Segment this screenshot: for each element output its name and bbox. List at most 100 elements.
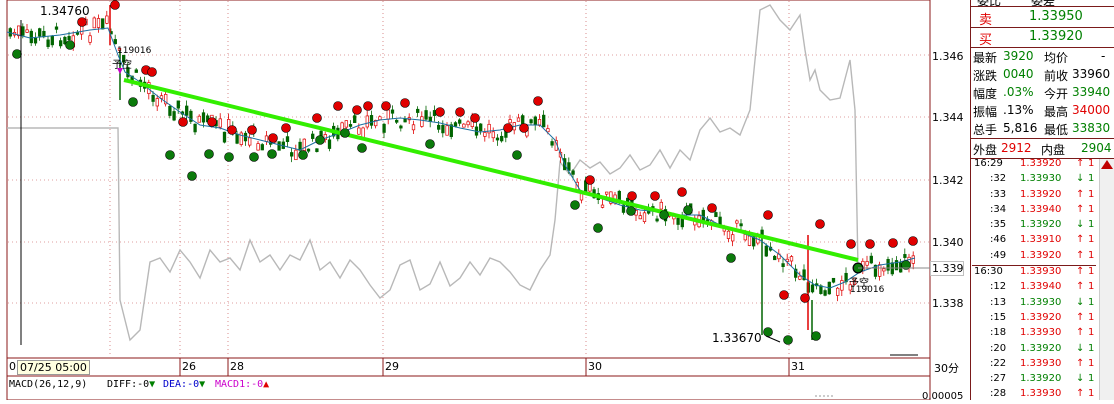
arrow-up-icon: ↑ bbox=[1076, 203, 1085, 215]
macd-dea: DEA:-0▼ bbox=[163, 379, 206, 390]
signal-dots bbox=[12, 0, 918, 345]
outer-inner-row: 外盘 2912 内盘 2904 bbox=[971, 138, 1114, 159]
price-tick: 1.338 bbox=[932, 297, 964, 310]
date-label: 31 bbox=[791, 360, 805, 373]
red-signal-dot bbox=[312, 113, 322, 123]
green-signal-dot bbox=[340, 128, 350, 138]
period-label[interactable]: 30分 bbox=[934, 362, 959, 375]
marker-bottom-value: 119016 bbox=[850, 285, 885, 295]
quote-row: 振幅 .13% 最高 34000 bbox=[973, 103, 1111, 119]
tick-row: :32 1.33930 ↓ 1 bbox=[990, 173, 1095, 185]
main-panel-frame bbox=[6, 0, 931, 359]
arrow-down-icon: ↓ bbox=[1076, 173, 1085, 185]
buy-label: 买 bbox=[979, 33, 993, 48]
tick-row: :46 1.33910 ↑ 1 bbox=[990, 234, 1095, 246]
date-label: 28 bbox=[230, 360, 244, 373]
tick-row: :15 1.33920 ↑ 1 bbox=[990, 311, 1095, 323]
green-signal-dot bbox=[315, 135, 325, 145]
green-signal-dot bbox=[570, 200, 580, 210]
red-signal-dot bbox=[77, 17, 87, 27]
marker-bottom-text: 予空 bbox=[849, 278, 869, 289]
sell-row[interactable]: 卖 1.33950 bbox=[971, 7, 1114, 28]
arrow-up-icon: ↑ bbox=[1076, 327, 1085, 339]
green-signal-dot bbox=[224, 152, 234, 162]
tick-row: :34 1.33940 ↑ 1 bbox=[990, 203, 1095, 215]
green-signal-dot bbox=[249, 152, 259, 162]
red-signal-dot bbox=[207, 117, 217, 127]
tick-row: :35 1.33920 ↓ 1 bbox=[990, 219, 1095, 231]
tick-row: :12 1.33940 ↑ 1 bbox=[990, 281, 1095, 293]
macd-diff: DIFF:-0▼ bbox=[107, 379, 156, 390]
date-label: 30 bbox=[588, 360, 602, 373]
arrow-down-icon: ↓ bbox=[1076, 219, 1085, 231]
grid bbox=[8, 1, 929, 357]
arrow-up-icon: ↑ bbox=[1076, 158, 1085, 169]
green-signal-dot bbox=[204, 149, 214, 159]
green-signal-dot bbox=[512, 150, 522, 160]
red-signal-dot bbox=[333, 101, 343, 111]
tick-row: :33 1.33920 ↑ 1 bbox=[990, 188, 1095, 200]
arrow-down-icon: ↓ bbox=[1076, 296, 1085, 308]
arrow-up-icon: ↑ bbox=[1076, 388, 1085, 400]
green-signal-dot bbox=[298, 150, 308, 160]
tick-row: :49 1.33920 ↑ 1 bbox=[990, 249, 1095, 261]
red-signal-dot bbox=[147, 67, 157, 77]
tick-row: :13 1.33930 ↓ 1 bbox=[990, 296, 1095, 308]
red-signal-dot bbox=[707, 203, 717, 213]
low-label: 1.33670 bbox=[712, 331, 762, 345]
red-signal-dot bbox=[268, 133, 278, 143]
tick-row: :20 1.33920 ↓ 1 bbox=[990, 342, 1095, 354]
red-signal-dot bbox=[627, 191, 637, 201]
ma-line bbox=[6, 27, 916, 289]
macd-scale: 0.00005 bbox=[922, 391, 964, 402]
red-signal-dot bbox=[470, 113, 480, 123]
red-signal-dot bbox=[352, 105, 362, 115]
red-signal-dot bbox=[281, 123, 291, 133]
tick-row: :22 1.33930 ↑ 1 bbox=[990, 357, 1095, 369]
arrow-down-icon: ↓ bbox=[1076, 342, 1085, 354]
red-signal-dot bbox=[888, 238, 898, 248]
price-tick: 1.346 bbox=[932, 50, 964, 63]
signal-marker-circle-icon bbox=[852, 262, 864, 274]
arrow-up-icon: ↑ bbox=[1076, 357, 1085, 369]
tick-row: 16:30 1.33930 ↑ 1 bbox=[972, 265, 1096, 281]
buy-row[interactable]: 买 1.33920 bbox=[971, 27, 1114, 48]
green-signal-dot bbox=[763, 327, 773, 337]
red-signal-dot bbox=[227, 125, 237, 135]
marker-top-value: 119016 bbox=[117, 46, 152, 56]
red-signal-dot bbox=[400, 98, 410, 108]
red-signal-dot bbox=[110, 0, 120, 10]
red-signal-dot bbox=[763, 210, 773, 220]
red-signal-dot bbox=[779, 290, 789, 300]
tick-row: 16:29 1.33920 ↑ 1 bbox=[974, 158, 1095, 169]
red-signal-dot bbox=[381, 101, 391, 111]
green-signal-dot bbox=[901, 260, 911, 270]
green-signal-dot bbox=[12, 49, 22, 59]
green-signal-dot bbox=[65, 40, 75, 50]
red-signal-dot bbox=[800, 293, 810, 303]
tick-scrollbar[interactable] bbox=[1099, 159, 1114, 400]
high-label: 1.34760 bbox=[40, 4, 90, 18]
green-signal-dot bbox=[626, 206, 636, 216]
price-tick: 1.342 bbox=[932, 174, 964, 187]
red-signal-dot bbox=[503, 123, 513, 133]
quote-row: 幅度 .03% 今开 33940 bbox=[973, 85, 1111, 101]
green-signal-dot bbox=[811, 331, 821, 341]
marker-top-text: 予空 bbox=[112, 60, 132, 71]
trend-line bbox=[123, 78, 859, 262]
scroll-up-icon[interactable] bbox=[1101, 160, 1113, 169]
buy-value: 1.33920 bbox=[1029, 29, 1083, 44]
green-signal-dot bbox=[425, 139, 435, 149]
red-signal-dot bbox=[865, 239, 875, 249]
red-signal-dot bbox=[178, 117, 188, 127]
red-signal-dot bbox=[455, 107, 465, 117]
red-signal-dot bbox=[650, 191, 660, 201]
tick-row: :27 1.33920 ↓ 1 bbox=[990, 373, 1095, 385]
kline-chart[interactable]: 1.34760 1.33670 119016 予空 予空 119016 1.34… bbox=[0, 0, 970, 402]
green-signal-dot bbox=[357, 143, 367, 153]
red-signal-dot bbox=[846, 239, 856, 249]
kline-chart-canvas[interactable] bbox=[0, 0, 970, 400]
red-signal-dot bbox=[815, 219, 825, 229]
low-pointer bbox=[765, 335, 781, 343]
date-label-start: 07/25 05:00 bbox=[17, 360, 90, 375]
